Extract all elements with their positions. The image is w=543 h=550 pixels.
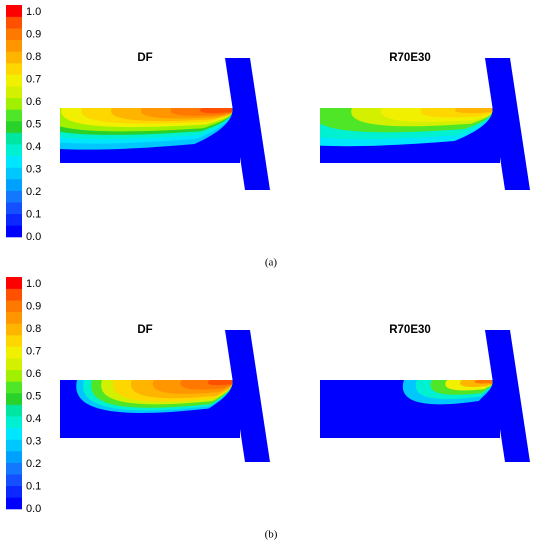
- colorbar-band: [6, 497, 22, 510]
- colorbar-band: [6, 39, 22, 52]
- colorbar-label: 0.3: [26, 435, 41, 447]
- plot-title: R70E30: [389, 324, 431, 336]
- colorbar-label: 0.2: [26, 186, 41, 198]
- colorbar-band: [6, 416, 22, 429]
- colorbar-band: [6, 300, 22, 313]
- colorbar-label: 1.0: [26, 278, 41, 290]
- contour-layer: [199, 108, 233, 114]
- colorbar-label: 0.9: [26, 28, 41, 40]
- colorbar-band: [6, 179, 22, 191]
- colorbar-band: [6, 86, 22, 99]
- colorbar-band: [6, 167, 22, 180]
- colorbar-label: 0.0: [26, 503, 41, 515]
- colorbar-band: [6, 288, 22, 301]
- contour-layer: [207, 380, 233, 386]
- colorbar-label: 0.5: [26, 390, 41, 402]
- colorbar-band: [6, 5, 22, 17]
- colorbar-band: [6, 358, 22, 371]
- colorbar-band: [6, 427, 22, 440]
- colorbar-band: [6, 202, 22, 215]
- colorbar-band: [6, 462, 22, 475]
- colorbar-band: [6, 451, 22, 463]
- colorbar-label: 0.1: [26, 208, 41, 220]
- colorbar-band: [6, 28, 22, 41]
- caption: (b): [265, 529, 278, 541]
- contour-group: [402, 380, 493, 405]
- colorbar-label: 0.7: [26, 73, 41, 85]
- domain-wall: [225, 330, 270, 462]
- colorbar-band: [6, 144, 22, 157]
- domain-wall: [485, 330, 530, 462]
- colorbar-label: 0.9: [26, 300, 41, 312]
- colorbar-band: [6, 155, 22, 168]
- colorbar-band: [6, 109, 22, 122]
- contour-layer: [455, 108, 493, 114]
- colorbar-band: [6, 346, 22, 359]
- plot-title: DF: [137, 324, 152, 336]
- colorbar-label: 0.8: [26, 323, 41, 335]
- colorbar-band: [6, 335, 22, 347]
- colorbar-band: [6, 190, 22, 203]
- colorbar-band: [6, 63, 22, 75]
- colorbar-band: [6, 485, 22, 498]
- colorbar-band: [6, 97, 22, 110]
- colorbar-label: 0.6: [26, 96, 41, 108]
- colorbar-band: [6, 132, 22, 145]
- colorbar-band: [6, 404, 22, 417]
- colorbar-band: [6, 16, 22, 29]
- colorbar-label: 1.0: [26, 6, 41, 18]
- colorbar-label: 0.1: [26, 480, 41, 492]
- domain-wall: [225, 58, 270, 190]
- colorbar-band: [6, 381, 22, 394]
- contour-group: [60, 108, 233, 150]
- colorbar-band: [6, 474, 22, 487]
- plot-title: DF: [137, 52, 152, 64]
- colorbar-label: 0.2: [26, 458, 41, 470]
- domain-wall: [485, 58, 530, 190]
- colorbar-label: 0.6: [26, 368, 41, 380]
- contour-group: [76, 380, 233, 413]
- caption: (a): [265, 257, 278, 269]
- contour-group: [320, 108, 493, 147]
- colorbar-band: [6, 323, 22, 336]
- colorbar-band: [6, 393, 22, 405]
- contour-layer: [474, 380, 493, 385]
- colorbar-band: [6, 311, 22, 324]
- colorbar-band: [6, 51, 22, 64]
- colorbar-label: 0.4: [26, 141, 41, 153]
- colorbar-label: 0.5: [26, 118, 41, 130]
- colorbar-band: [6, 225, 22, 238]
- colorbar-band: [6, 369, 22, 382]
- colorbar-label: 0.8: [26, 51, 41, 63]
- colorbar-band: [6, 213, 22, 226]
- colorbar-label: 0.3: [26, 163, 41, 175]
- colorbar-band: [6, 277, 22, 289]
- colorbar-label: 0.4: [26, 413, 41, 425]
- colorbar-band: [6, 439, 22, 452]
- colorbar-band: [6, 74, 22, 87]
- colorbar-band: [6, 121, 22, 133]
- colorbar-label: 0.7: [26, 345, 41, 357]
- plot-title: R70E30: [389, 52, 431, 64]
- colorbar-label: 0.0: [26, 231, 41, 243]
